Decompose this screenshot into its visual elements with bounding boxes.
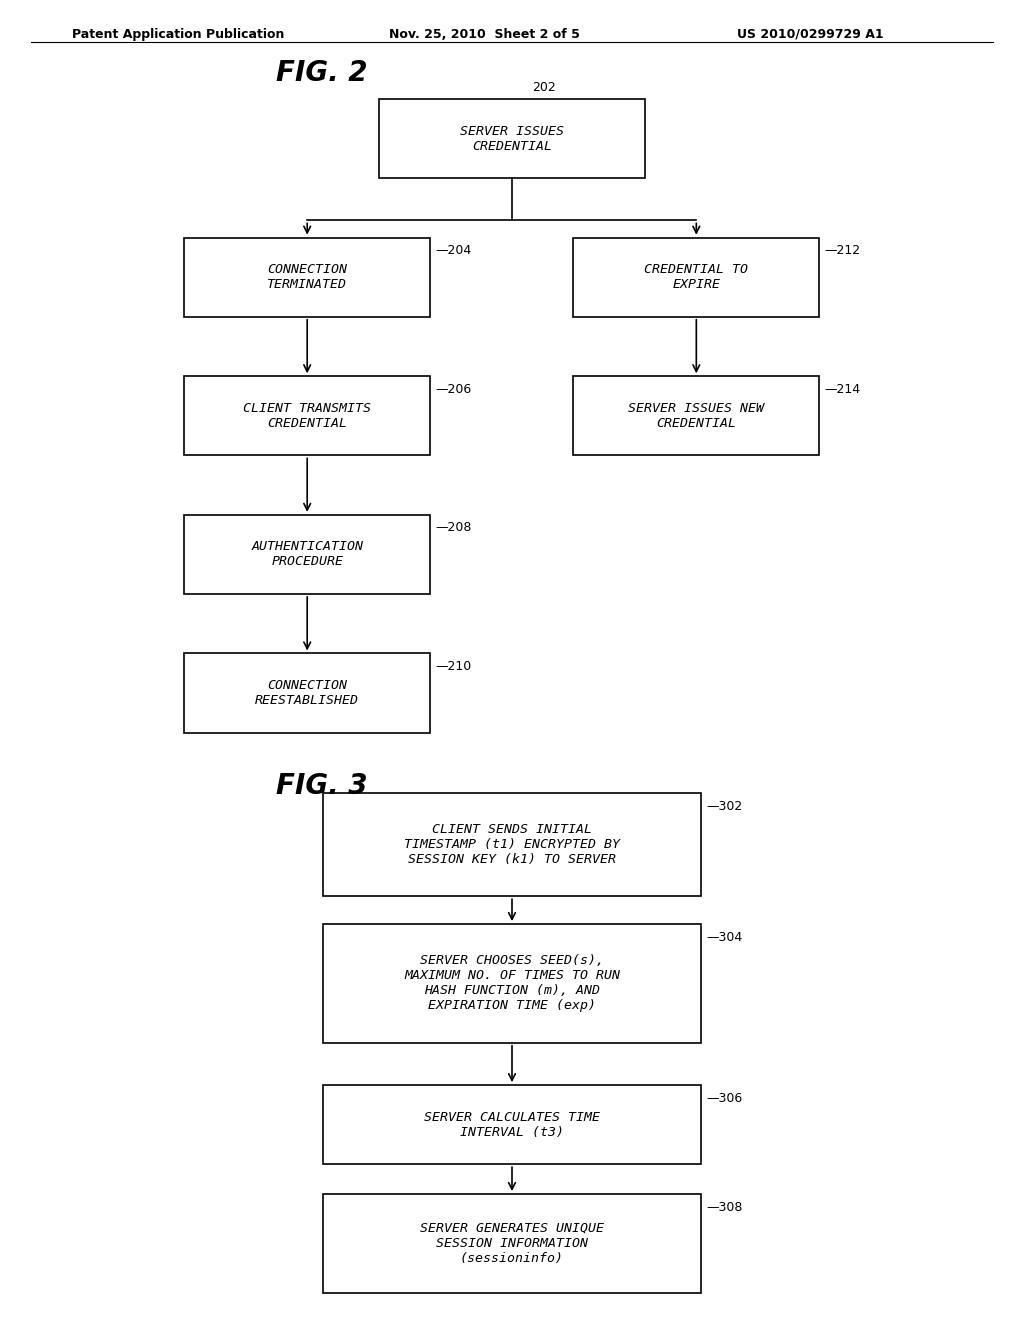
Text: CONNECTION
TERMINATED: CONNECTION TERMINATED <box>267 263 347 292</box>
Text: SERVER CHOOSES SEED(s),
MAXIMUM NO. OF TIMES TO RUN
HASH FUNCTION (m), AND
EXPIR: SERVER CHOOSES SEED(s), MAXIMUM NO. OF T… <box>404 954 620 1012</box>
Bar <box>379 99 645 178</box>
Text: SERVER GENERATES UNIQUE
SESSION INFORMATION
(sessioninfo): SERVER GENERATES UNIQUE SESSION INFORMAT… <box>420 1222 604 1265</box>
Text: SERVER ISSUES NEW
CREDENTIAL: SERVER ISSUES NEW CREDENTIAL <box>629 401 764 430</box>
Bar <box>184 238 430 317</box>
Text: CLIENT TRANSMITS
CREDENTIAL: CLIENT TRANSMITS CREDENTIAL <box>244 401 371 430</box>
Text: —208: —208 <box>435 521 472 535</box>
Bar <box>573 238 819 317</box>
Bar <box>184 515 430 594</box>
Text: Nov. 25, 2010  Sheet 2 of 5: Nov. 25, 2010 Sheet 2 of 5 <box>389 28 580 41</box>
Bar <box>323 1193 701 1294</box>
Text: —306: —306 <box>707 1092 742 1105</box>
Text: —214: —214 <box>824 383 860 396</box>
Text: SERVER CALCULATES TIME
INTERVAL (t3): SERVER CALCULATES TIME INTERVAL (t3) <box>424 1110 600 1139</box>
Text: CONNECTION
REESTABLISHED: CONNECTION REESTABLISHED <box>255 678 359 708</box>
Text: SERVER ISSUES
CREDENTIAL: SERVER ISSUES CREDENTIAL <box>460 124 564 153</box>
Text: —210: —210 <box>435 660 471 673</box>
Text: —206: —206 <box>435 383 471 396</box>
Text: FIG. 2: FIG. 2 <box>276 59 368 87</box>
Text: —302: —302 <box>707 800 742 813</box>
Text: —212: —212 <box>824 244 860 257</box>
Bar <box>323 793 701 896</box>
Bar <box>573 376 819 455</box>
Text: FIG. 3: FIG. 3 <box>276 772 368 800</box>
Text: AUTHENTICATION
PROCEDURE: AUTHENTICATION PROCEDURE <box>251 540 364 569</box>
Bar <box>184 653 430 733</box>
Text: —204: —204 <box>435 244 471 257</box>
Text: CREDENTIAL TO
EXPIRE: CREDENTIAL TO EXPIRE <box>644 263 749 292</box>
Text: US 2010/0299729 A1: US 2010/0299729 A1 <box>737 28 884 41</box>
Text: —308: —308 <box>707 1201 743 1213</box>
Bar <box>184 376 430 455</box>
Text: Patent Application Publication: Patent Application Publication <box>72 28 284 41</box>
Text: CLIENT SENDS INITIAL
TIMESTAMP (t1) ENCRYPTED BY
SESSION KEY (k1) TO SERVER: CLIENT SENDS INITIAL TIMESTAMP (t1) ENCR… <box>404 824 620 866</box>
Text: 202: 202 <box>532 81 556 94</box>
Bar <box>323 1085 701 1164</box>
Text: —304: —304 <box>707 931 742 944</box>
Bar <box>323 924 701 1043</box>
